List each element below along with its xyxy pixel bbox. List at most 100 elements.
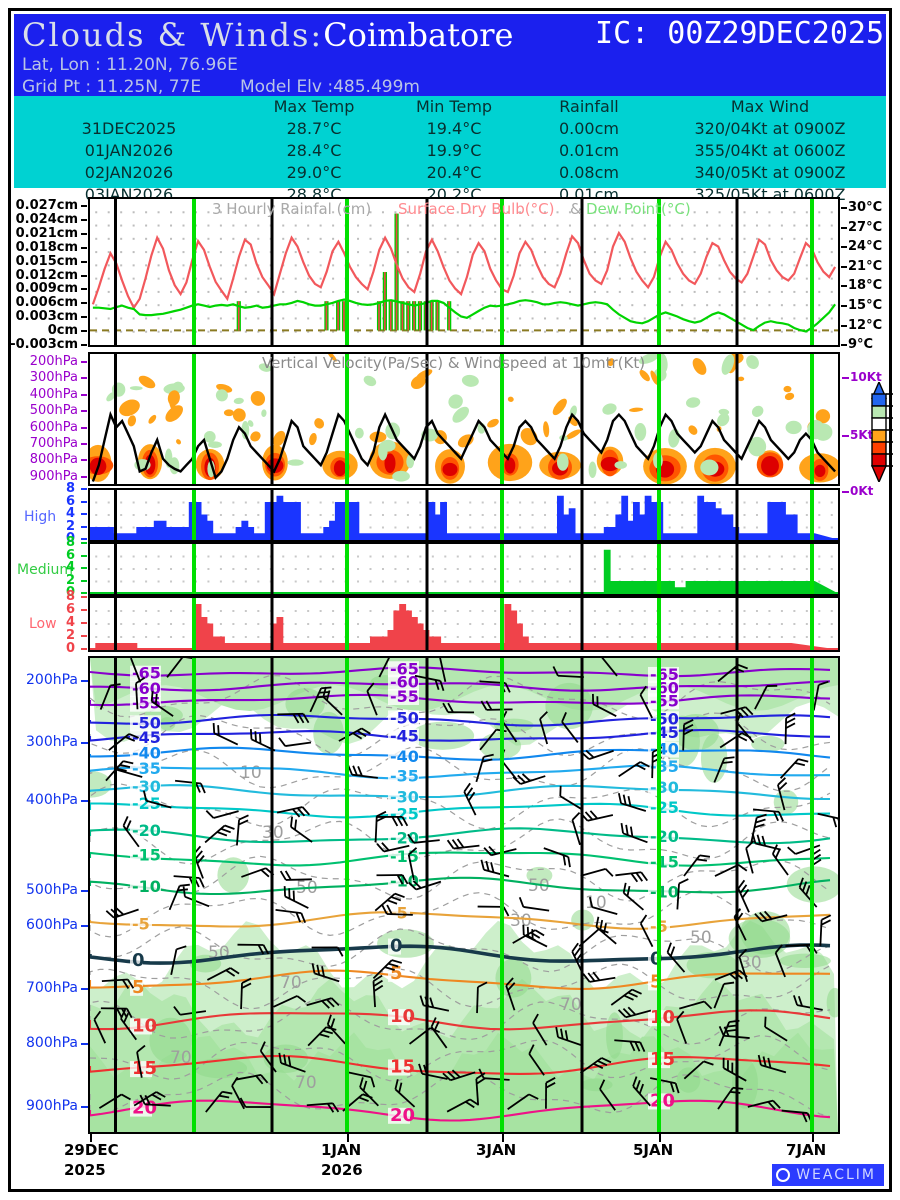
panel-cloud-medium: [88, 542, 840, 596]
latlon-label: Lat, Lon : 11.20N, 76.96E: [22, 55, 238, 75]
tick-mark: [81, 260, 87, 263]
cell-maxtemp: 29.0°C: [286, 163, 342, 182]
svg-text:-55: -55: [132, 694, 161, 713]
vv-ticks-left-tick: 200hPa: [29, 354, 78, 369]
tick-mark: [81, 622, 87, 624]
tick-mark: [81, 609, 87, 611]
summary-col-maxtemp: Max Temp: [273, 97, 355, 116]
svg-text:10: 10: [240, 763, 262, 783]
tick-mark: [841, 226, 847, 229]
cloud-tick: 2: [66, 572, 76, 588]
tick-mark: [81, 410, 87, 413]
svg-text:-10: -10: [650, 882, 679, 901]
panel-cloud-low: [88, 596, 840, 652]
model-elevation-label: Model Elv :485.499m: [240, 77, 420, 97]
weaclim-logo: WEACLIM: [772, 1164, 884, 1186]
svg-text:10: 10: [650, 1007, 675, 1028]
copyright-icon: [776, 1168, 791, 1182]
cloud-high-label: High: [24, 509, 57, 525]
tick-mark: [81, 288, 87, 291]
svg-text:0: 0: [132, 950, 145, 971]
cell-mintemp: 19.4°C: [426, 119, 482, 138]
x-tick-mark: [812, 1134, 814, 1142]
svg-text:70: 70: [295, 1073, 317, 1093]
svg-text:5: 5: [132, 977, 145, 998]
tick-mark: [81, 635, 87, 637]
rain-ticks-right-tick: 24°C: [848, 239, 883, 255]
x-axis-year-label: 2025: [64, 1161, 106, 1179]
rain-ticks-right-tick: 30°C: [848, 200, 883, 215]
svg-text:-50: -50: [390, 708, 419, 727]
svg-text:-35: -35: [390, 767, 419, 786]
tick-mark: [81, 246, 87, 249]
cloud-high-plot: [90, 490, 838, 540]
tick-mark: [841, 246, 847, 249]
windspeed-tick: 10Kt: [850, 370, 882, 384]
windspeed-colorbar: [870, 382, 893, 482]
rain-ticks-right-tick: 18°C: [848, 278, 883, 294]
svg-text:-20: -20: [390, 828, 419, 847]
rain-ticks-left-tick: 0.006cm: [15, 295, 78, 311]
svg-text:15: 15: [390, 1057, 415, 1078]
cloud-tick: 2: [66, 518, 76, 534]
svg-text:-5: -5: [132, 914, 150, 933]
svg-text:-40: -40: [132, 744, 161, 763]
tick-mark: [81, 513, 87, 515]
svg-text:50: 50: [528, 876, 550, 896]
vv-ticks-left-tick: 500hPa: [29, 403, 78, 419]
tick-mark: [81, 1043, 88, 1045]
tick-mark: [841, 265, 847, 268]
tick-mark: [81, 596, 87, 598]
cloud-tick: 8: [66, 589, 76, 604]
tick-mark: [81, 361, 87, 363]
rain-ticks-left-tick: 0.009cm: [15, 281, 78, 297]
header-cyan-band: [14, 96, 886, 188]
tick-mark: [81, 648, 87, 650]
svg-text:15: 15: [650, 1049, 675, 1070]
panel-rainfall-temperature: [88, 197, 840, 347]
tick-mark: [81, 890, 88, 892]
x-axis-year-label: 2026: [321, 1161, 363, 1179]
summary-header-row: Max Temp Min Temp Rainfall Max Wind: [14, 96, 886, 118]
rainfall-temperature-plot: [90, 199, 838, 345]
pressure-tick: 200hPa: [26, 672, 78, 688]
pressure-tick: 300hPa: [26, 734, 78, 750]
rain-ticks-right-tick: 21°C: [848, 258, 883, 274]
cloud-tick: 8: [66, 535, 76, 550]
tick-mark: [81, 377, 87, 380]
svg-text:-45: -45: [390, 727, 419, 746]
summary-col-date: [14, 96, 244, 118]
vv-ticks-left-tick: 800hPa: [29, 452, 78, 468]
svg-text:20: 20: [390, 1105, 415, 1126]
svg-text:-20: -20: [650, 827, 679, 846]
vv-ticks-left-tick: 300hPa: [29, 370, 78, 386]
tick-mark: [841, 207, 847, 209]
gridpt-label: Grid Pt : 11.25N, 77E: [22, 77, 202, 97]
summary-col-mintemp: Min Temp: [415, 97, 493, 116]
header-blue-band: [14, 14, 886, 96]
tick-mark: [81, 925, 88, 927]
cell-rainfall: 0.00cm: [558, 119, 619, 138]
rain-ticks-left-tick: 0.021cm: [15, 225, 78, 241]
tick-mark: [841, 344, 847, 347]
svg-text:-10: -10: [132, 877, 161, 896]
panel-vertical-velocity: [88, 352, 840, 486]
vertical-velocity-plot: [90, 354, 838, 484]
cloud-low-label: Low: [29, 616, 57, 632]
cell-date: 31DEC2025: [81, 119, 177, 138]
tick-mark: [81, 205, 87, 207]
cloud-medium-label: Medium: [17, 562, 73, 578]
rain-ticks-left-tick: 0.027cm: [15, 198, 78, 213]
windspeed-tick: 0Kt: [850, 484, 874, 498]
tick-mark: [81, 302, 87, 305]
cell-mintemp: 19.9°C: [426, 141, 482, 160]
cloud-tick: 8: [66, 481, 76, 496]
svg-text:-45: -45: [132, 728, 161, 747]
cloud-tick: 4: [66, 615, 76, 630]
cell-date: 01JAN2026: [84, 141, 174, 160]
cell-maxtemp: 28.4°C: [286, 141, 342, 160]
svg-text:70: 70: [560, 995, 582, 1015]
vv-ticks-left-tick: 400hPa: [29, 386, 78, 402]
windspeed-tick: 5Kt: [850, 428, 874, 442]
